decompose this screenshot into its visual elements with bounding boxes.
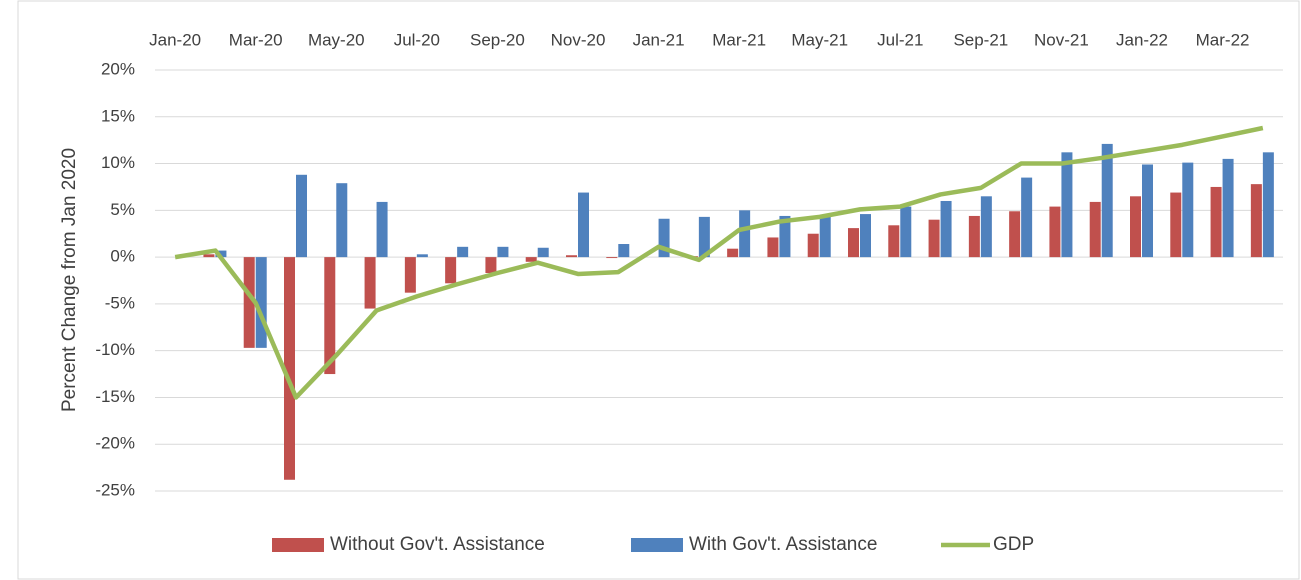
bar	[1262, 152, 1274, 258]
y-tick-label: -20%	[95, 434, 135, 453]
bar	[888, 225, 900, 258]
x-tick-label: Sep-21	[953, 30, 1008, 49]
bar	[767, 237, 779, 258]
bar	[1170, 192, 1182, 258]
bar	[900, 206, 912, 258]
bar	[1021, 177, 1033, 258]
bar	[296, 174, 307, 258]
x-tick-label: Nov-20	[551, 30, 606, 49]
y-tick-label: 0%	[110, 247, 135, 266]
bar	[497, 246, 509, 258]
legend-swatch	[272, 538, 324, 552]
x-tick-label: May-20	[308, 30, 365, 49]
bar	[457, 246, 469, 258]
bar	[243, 257, 255, 348]
chart-frame	[17, 0, 1300, 580]
x-tick-label: Jan-20	[149, 30, 201, 49]
x-tick-label: Jul-21	[877, 30, 923, 49]
bar	[578, 192, 589, 258]
line	[174, 125, 1264, 400]
bar	[485, 257, 497, 274]
bar	[376, 201, 388, 258]
bar	[1089, 201, 1101, 258]
bar	[848, 228, 859, 258]
bar	[1130, 196, 1141, 258]
y-tick-label: -5%	[105, 293, 135, 312]
bar	[324, 257, 336, 375]
y-tick-label: -15%	[95, 387, 135, 406]
bar	[819, 215, 831, 258]
legend-swatch	[631, 538, 683, 552]
bar	[215, 250, 227, 258]
bar	[807, 233, 819, 258]
legend-label: With Gov't. Assistance	[689, 534, 877, 555]
bar	[255, 257, 267, 348]
bar	[779, 215, 791, 258]
bar	[404, 257, 416, 293]
y-tick-label: -25%	[95, 480, 135, 499]
y-tick-label: 20%	[101, 59, 135, 78]
x-tick-label: Nov-21	[1034, 30, 1089, 49]
bar	[1210, 186, 1222, 258]
x-tick-label: Mar-22	[1196, 30, 1250, 49]
bar	[525, 257, 537, 262]
x-tick-label: Mar-20	[229, 30, 283, 49]
x-tick-label: May-21	[791, 30, 848, 49]
bar	[968, 215, 980, 258]
bar	[698, 216, 710, 258]
bar	[980, 196, 992, 258]
y-tick-label: 10%	[101, 153, 135, 172]
y-tick-label: -10%	[95, 340, 135, 359]
bar	[1222, 158, 1234, 258]
bar	[336, 183, 348, 258]
bar	[606, 257, 618, 259]
bar	[284, 257, 295, 480]
y-axis-label: Percent Change from Jan 2020	[59, 148, 80, 412]
y-tick-label: 5%	[110, 200, 135, 219]
bar	[1142, 164, 1153, 258]
x-tick-label: Sep-20	[470, 30, 525, 49]
x-tick-label: Jul-20	[394, 30, 440, 49]
bar	[1101, 143, 1113, 258]
x-tick-label: Jan-21	[633, 30, 685, 49]
y-tick-label: 15%	[101, 106, 135, 125]
x-tick-label: Mar-21	[712, 30, 766, 49]
bar	[860, 214, 871, 258]
legend-label: GDP	[993, 534, 1034, 555]
bar	[727, 248, 739, 258]
bar	[566, 255, 577, 258]
bar	[1009, 211, 1021, 258]
bar	[940, 200, 952, 258]
bar	[739, 210, 751, 258]
x-tick-label: Jan-22	[1116, 30, 1168, 49]
bar	[416, 254, 428, 258]
bar	[203, 254, 215, 258]
legend-label: Without Gov't. Assistance	[330, 534, 545, 555]
bar	[928, 219, 940, 258]
bar	[445, 257, 457, 284]
bar	[537, 247, 549, 258]
bar	[658, 218, 670, 258]
bar	[1061, 152, 1073, 258]
bar	[364, 257, 376, 309]
bar	[1250, 184, 1262, 258]
bar	[1182, 162, 1194, 258]
bar	[1049, 206, 1061, 258]
bar	[618, 244, 630, 258]
